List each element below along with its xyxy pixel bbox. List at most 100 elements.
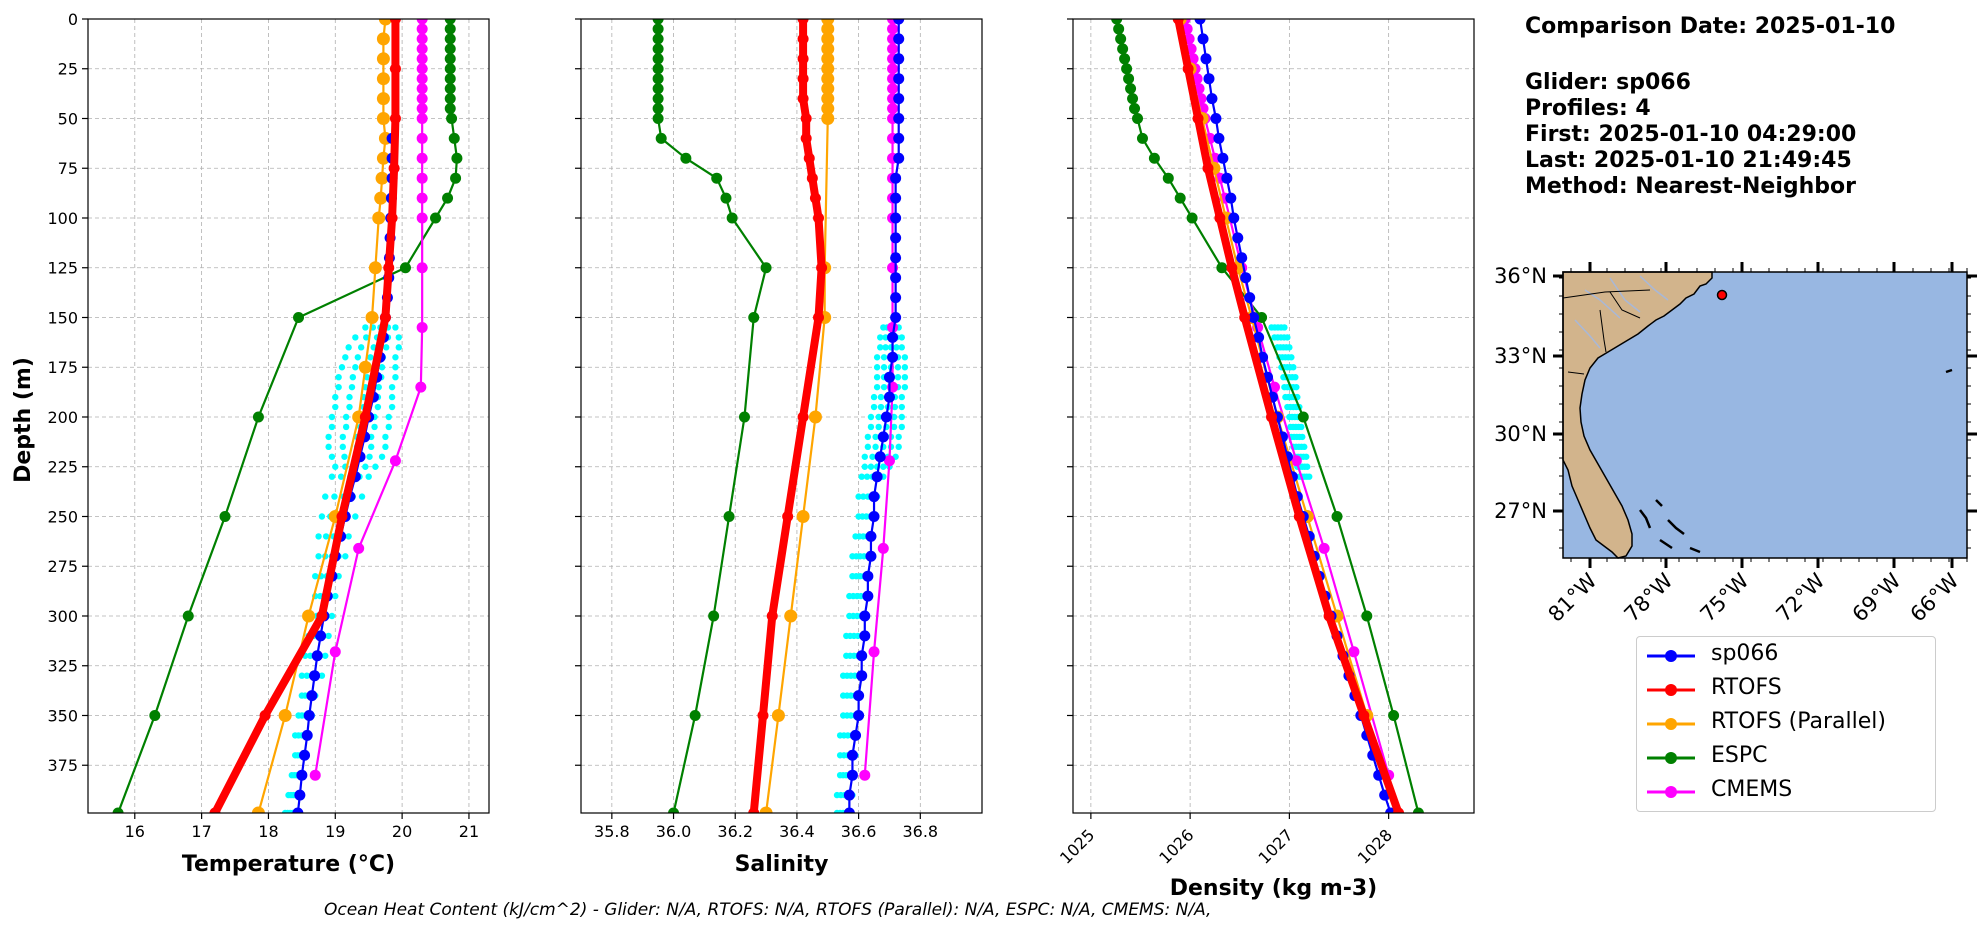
data-point bbox=[451, 152, 463, 164]
map-lat-label: 27°N bbox=[1494, 499, 1547, 523]
x-tick-label: 36.2 bbox=[717, 822, 753, 841]
map-lon-label: 81°W bbox=[1544, 568, 1602, 626]
glider-raw-point bbox=[325, 632, 332, 640]
data-point bbox=[738, 411, 750, 423]
data-point bbox=[1192, 112, 1204, 124]
data-point bbox=[893, 93, 905, 105]
data-point bbox=[821, 52, 835, 66]
data-point bbox=[723, 510, 735, 522]
data-point bbox=[877, 542, 889, 554]
data-point bbox=[782, 510, 794, 522]
data-point bbox=[887, 23, 899, 35]
data-point bbox=[1214, 212, 1226, 224]
data-point bbox=[378, 19, 392, 26]
glider-raw-point bbox=[349, 373, 357, 381]
map-lat-label: 30°N bbox=[1494, 422, 1547, 446]
data-point bbox=[329, 646, 341, 658]
data-point bbox=[389, 63, 401, 75]
data-point bbox=[251, 806, 265, 813]
data-point bbox=[444, 83, 456, 95]
data-point bbox=[430, 212, 442, 224]
data-point bbox=[1125, 83, 1137, 95]
data-point bbox=[652, 63, 664, 75]
glider-raw-point bbox=[348, 383, 356, 391]
glider-raw-point bbox=[894, 364, 902, 371]
data-point bbox=[880, 411, 892, 423]
glider-raw-point bbox=[368, 443, 375, 451]
data-point bbox=[1225, 192, 1237, 204]
data-point bbox=[887, 351, 899, 363]
data-point bbox=[652, 33, 664, 45]
data-point bbox=[652, 73, 664, 85]
glider-raw-point bbox=[867, 463, 875, 470]
density-axes-frame bbox=[1072, 18, 1475, 814]
glider-raw-point bbox=[864, 433, 872, 441]
data-point bbox=[887, 43, 899, 55]
glider-raw-point bbox=[352, 334, 359, 341]
glider-raw-point bbox=[388, 393, 396, 401]
glider-raw-point bbox=[382, 443, 389, 451]
glider-raw-point bbox=[869, 453, 876, 460]
data-point bbox=[850, 729, 862, 741]
glider-raw-point bbox=[362, 324, 369, 331]
glider-raw-point bbox=[880, 364, 888, 371]
data-point bbox=[821, 22, 835, 36]
glider-raw-point bbox=[891, 403, 899, 411]
y-tick-label: 225 bbox=[47, 458, 78, 477]
series-line bbox=[211, 19, 400, 813]
data-point bbox=[416, 103, 428, 115]
data-point bbox=[680, 152, 692, 164]
data-point bbox=[1256, 311, 1268, 323]
data-point bbox=[278, 708, 292, 722]
data-point bbox=[813, 311, 825, 323]
x-tick-label: 36.6 bbox=[841, 822, 877, 841]
data-point bbox=[149, 709, 161, 721]
data-point bbox=[821, 62, 835, 76]
glider-raw-point bbox=[901, 373, 909, 381]
glider-raw-point bbox=[880, 463, 887, 470]
data-point bbox=[853, 690, 865, 702]
data-point bbox=[1221, 172, 1233, 184]
comparison-date: Comparison Date: 2025-01-10 bbox=[1525, 14, 1896, 39]
data-point bbox=[1232, 232, 1244, 244]
data-point bbox=[375, 171, 389, 185]
data-point bbox=[652, 43, 664, 55]
data-point bbox=[652, 93, 664, 105]
glider-raw-point bbox=[335, 383, 342, 391]
data-point bbox=[416, 152, 428, 164]
legend-swatch bbox=[1647, 650, 1695, 662]
data-point bbox=[416, 321, 428, 333]
data-point bbox=[893, 53, 905, 65]
interpolation-method: Method: Nearest-Neighbor bbox=[1525, 174, 1856, 199]
data-point bbox=[711, 172, 723, 184]
y-tick-label: 50 bbox=[58, 109, 78, 128]
glider-raw-point bbox=[315, 533, 322, 540]
glider-raw-point bbox=[898, 393, 905, 401]
data-point bbox=[1136, 132, 1148, 144]
glider-raw-point bbox=[332, 592, 339, 600]
x-tick-label: 19 bbox=[325, 822, 345, 841]
glider-raw-point bbox=[873, 364, 881, 371]
data-point bbox=[1318, 542, 1330, 554]
glider-raw-point bbox=[352, 513, 359, 520]
glider-raw-point bbox=[1285, 354, 1292, 361]
data-point bbox=[883, 371, 895, 383]
data-point bbox=[668, 807, 680, 813]
data-point bbox=[1293, 510, 1305, 522]
glider-raw-point bbox=[858, 473, 865, 480]
data-point bbox=[1186, 212, 1198, 224]
glider-raw-point bbox=[901, 364, 909, 371]
y-tick-label: 125 bbox=[47, 259, 78, 278]
glider-raw-point bbox=[872, 443, 879, 451]
data-point bbox=[1388, 709, 1400, 721]
glider-raw-point bbox=[342, 413, 350, 421]
data-point bbox=[292, 807, 304, 813]
y-tick-label: 25 bbox=[58, 60, 78, 79]
data-point bbox=[1197, 33, 1209, 45]
glider-raw-point bbox=[877, 393, 885, 401]
glider-raw-point bbox=[872, 433, 879, 441]
glider-raw-point bbox=[873, 354, 881, 361]
data-point bbox=[416, 212, 428, 224]
data-point bbox=[890, 311, 902, 323]
glider-raw-point bbox=[395, 334, 402, 341]
